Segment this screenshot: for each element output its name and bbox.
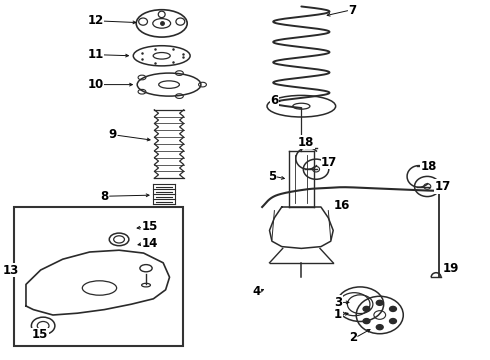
Text: 2: 2 [349,331,357,344]
Text: 3: 3 [334,296,342,309]
Text: 7: 7 [349,4,357,17]
Text: 11: 11 [87,48,104,61]
Circle shape [390,306,396,311]
Text: 10: 10 [87,78,104,91]
Text: 1: 1 [334,309,342,321]
Text: 14: 14 [141,237,158,249]
Text: 13: 13 [2,264,19,276]
Text: 8: 8 [100,190,108,203]
Text: 19: 19 [442,262,459,275]
Text: 18: 18 [297,136,314,149]
Circle shape [376,300,383,305]
Circle shape [390,319,396,324]
Text: 16: 16 [334,199,350,212]
Text: 17: 17 [435,180,451,193]
Text: 17: 17 [321,156,338,168]
Text: 15: 15 [32,328,49,341]
Text: 6: 6 [270,94,278,107]
Text: 4: 4 [252,285,260,298]
Text: 5: 5 [268,170,276,183]
Text: 9: 9 [109,129,117,141]
Text: 18: 18 [420,160,437,173]
Circle shape [376,325,383,330]
Text: 12: 12 [87,14,104,27]
Bar [14,207,183,346]
Circle shape [363,319,370,324]
Text: 15: 15 [141,220,158,233]
Circle shape [363,306,370,311]
